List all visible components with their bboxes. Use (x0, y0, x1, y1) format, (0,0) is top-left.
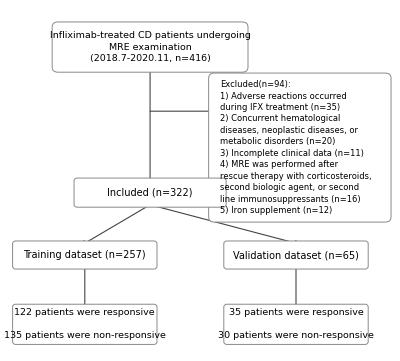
FancyBboxPatch shape (52, 22, 248, 72)
Text: 122 patients were responsive

135 patients were non-responsive: 122 patients were responsive 135 patient… (4, 308, 166, 340)
FancyBboxPatch shape (224, 304, 368, 344)
Text: Included (n=322): Included (n=322) (107, 188, 193, 197)
Text: Excluded(n=94):
1) Adverse reactions occurred
during IFX treatment (n=35)
2) Con: Excluded(n=94): 1) Adverse reactions occ… (220, 80, 372, 215)
Text: Validation dataset (n=65): Validation dataset (n=65) (233, 250, 359, 260)
Text: 35 patients were responsive

30 patients were non-responsive: 35 patients were responsive 30 patients … (218, 308, 374, 340)
Text: Training dataset (n=257): Training dataset (n=257) (24, 250, 146, 260)
FancyBboxPatch shape (13, 304, 157, 344)
FancyBboxPatch shape (209, 73, 391, 222)
Text: Infliximab-treated CD patients undergoing
MRE examination
(2018.7-2020.11, n=416: Infliximab-treated CD patients undergoin… (50, 31, 250, 63)
FancyBboxPatch shape (13, 241, 157, 269)
FancyBboxPatch shape (224, 241, 368, 269)
FancyBboxPatch shape (74, 178, 226, 207)
